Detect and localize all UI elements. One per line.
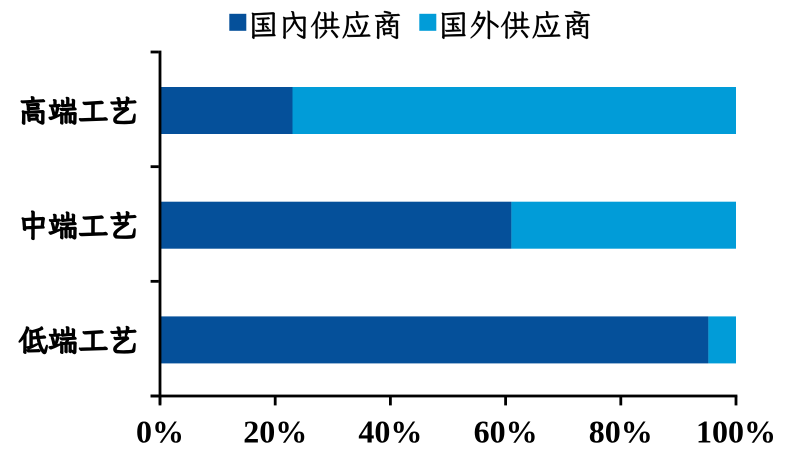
svg-text:20%: 20% [243, 414, 307, 450]
svg-text:60%: 60% [474, 414, 538, 450]
svg-text:40%: 40% [358, 414, 422, 450]
svg-text:0%: 0% [136, 414, 184, 450]
svg-text:100%: 100% [696, 414, 776, 450]
svg-text:80%: 80% [589, 414, 653, 450]
